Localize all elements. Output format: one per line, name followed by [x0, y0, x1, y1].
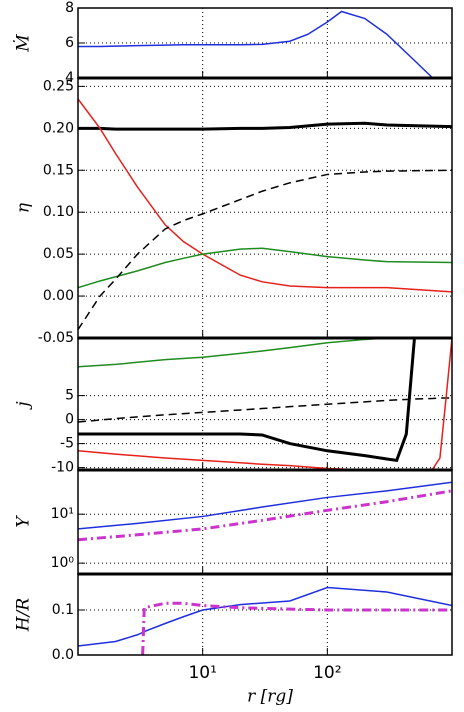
- plot-area: [78, 78, 452, 338]
- y-tick-label: 0: [65, 412, 74, 428]
- x-tick-label: 10¹: [188, 663, 216, 683]
- y-tick-label: 0.25: [43, 78, 74, 94]
- axes-frame: [77, 337, 453, 471]
- y-tick-label: 5: [65, 388, 74, 404]
- data-line: [78, 489, 452, 542]
- axes-frame: [77, 573, 453, 656]
- y-axis-label: η: [14, 202, 34, 213]
- y-tick-label: 10⁰: [51, 555, 75, 571]
- data-line: [78, 338, 416, 463]
- y-tick-label: 0.0: [52, 647, 74, 663]
- data-line: [78, 338, 452, 470]
- y-tick-label: 0.20: [43, 120, 74, 136]
- y-tick-label: -5: [60, 436, 74, 452]
- data-line: [78, 481, 452, 530]
- y-tick-label: -0.05: [38, 330, 74, 346]
- data-line: [78, 98, 452, 293]
- y-tick-label: 6: [65, 35, 74, 51]
- data-line: [78, 586, 452, 647]
- y-tick-label: 0.15: [43, 162, 74, 178]
- data-line: [78, 169, 452, 331]
- y-axis-label: Ṁ: [13, 34, 34, 53]
- data-line: [141, 601, 452, 655]
- y-tick-label: 10¹: [51, 506, 74, 522]
- plot-area: [78, 470, 452, 574]
- plot-area: [78, 338, 452, 470]
- y-tick-label: 8: [65, 0, 74, 16]
- plot-area: [78, 8, 452, 78]
- data-line: [78, 338, 452, 368]
- data-line: [78, 10, 434, 78]
- y-axis-label: Υ: [14, 515, 34, 528]
- y-tick-label: 4: [65, 70, 74, 86]
- axes-frame: [77, 469, 453, 575]
- y-tick-label: 0.1: [52, 602, 74, 618]
- y-tick-label: 0.00: [43, 288, 74, 304]
- x-tick-label: 10²: [313, 663, 341, 683]
- x-axis-label: r [rg]: [247, 687, 293, 707]
- y-tick-label: 0.10: [43, 204, 74, 220]
- y-tick-label: 0.05: [43, 246, 74, 262]
- plot-area: [78, 574, 452, 655]
- y-axis-label: j: [14, 401, 34, 411]
- axes-frame: [77, 77, 453, 339]
- data-line: [78, 397, 452, 423]
- data-line: [78, 121, 452, 131]
- y-axis-label: H/R: [14, 598, 34, 633]
- y-tick-label: -10: [51, 460, 74, 476]
